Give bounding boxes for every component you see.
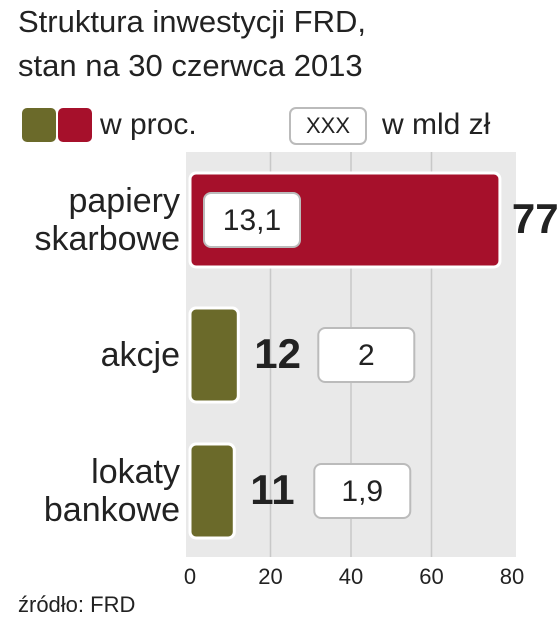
x-tick-label: 60 [419, 564, 443, 589]
value-box-label: 13,1 [223, 204, 281, 237]
value-label: 77 [512, 195, 559, 242]
bar [188, 442, 236, 540]
category-label: akcje [100, 336, 180, 374]
category-label: lokaty bankowe [43, 453, 180, 529]
chart-subtitle: stan na 30 czerwca 2013 [18, 48, 363, 83]
chart-title: Struktura inwestycji FRD, [18, 4, 366, 39]
x-tick-label: 40 [339, 564, 363, 589]
legend-box-label: XXX [306, 113, 350, 138]
bar [188, 306, 240, 404]
legend-swatch [58, 108, 92, 142]
x-tick-label: 80 [500, 564, 524, 589]
legend-swatch [22, 108, 56, 142]
x-tick-label: 0 [184, 564, 196, 589]
legend-label: w proc. [99, 108, 197, 141]
source: źródło: FRD [18, 592, 135, 617]
legend-box [289, 107, 367, 145]
value-box [203, 192, 301, 248]
value-box-label: 2 [358, 339, 375, 372]
value-box [313, 463, 412, 519]
category-label: papiery skarbowe [34, 182, 180, 258]
legend-label: w mld zł [381, 108, 491, 141]
value-box-label: 1,9 [341, 475, 383, 508]
value-label: 12 [254, 330, 301, 377]
value-box [317, 327, 416, 383]
x-tick-label: 20 [258, 564, 282, 589]
value-label: 11 [250, 466, 294, 513]
